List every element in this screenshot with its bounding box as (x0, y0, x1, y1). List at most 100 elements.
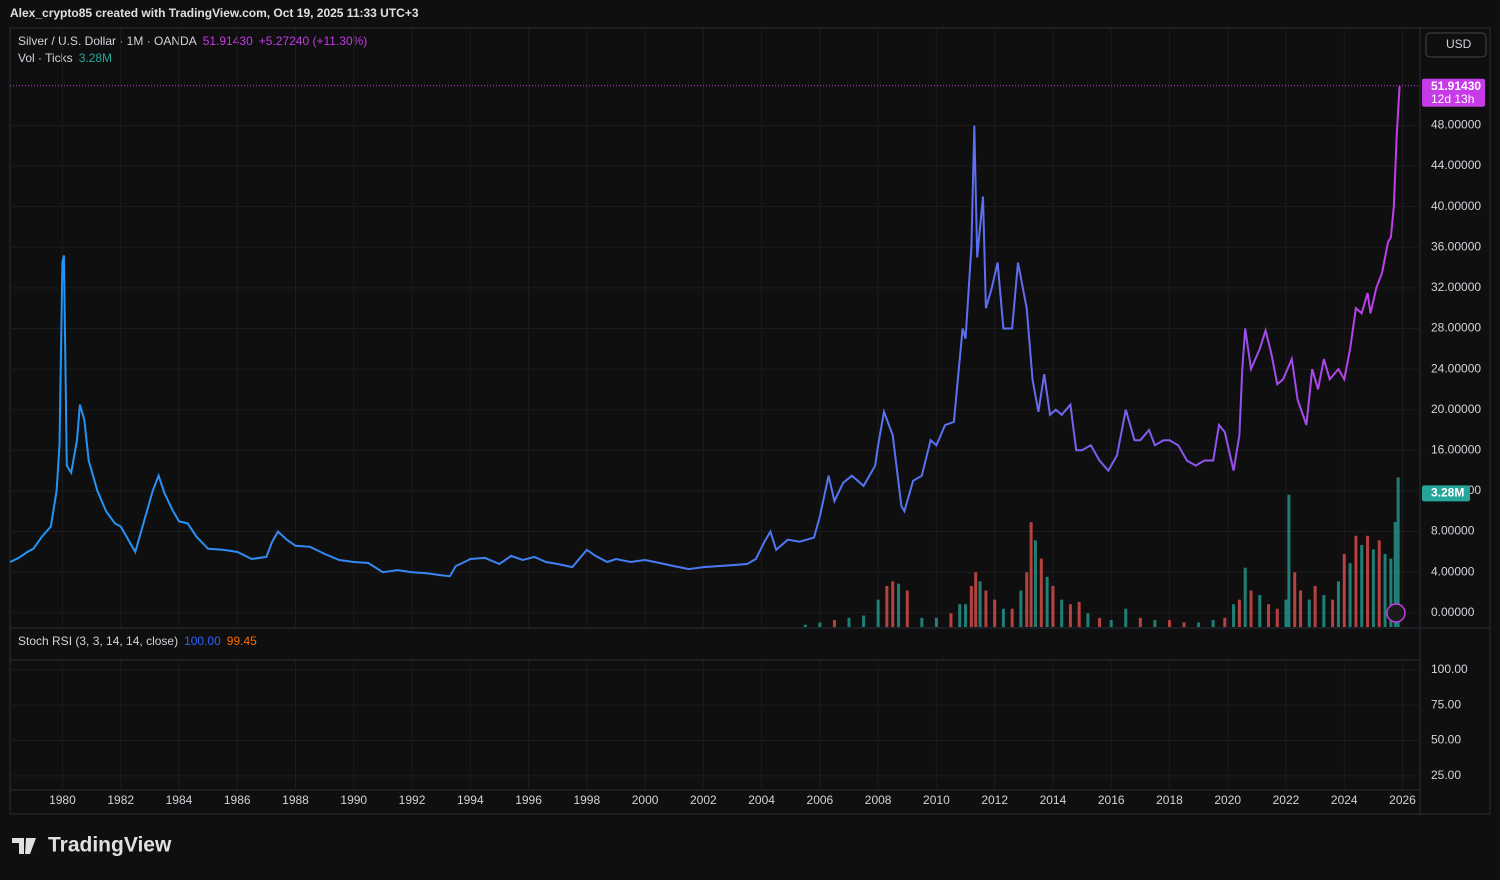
stoch-d: 99.45 (227, 634, 257, 648)
x-tick-label: 1994 (457, 793, 484, 807)
x-tick-label: 2024 (1331, 793, 1358, 807)
x-tick-label: 1984 (166, 793, 193, 807)
x-tick-label: 1996 (515, 793, 542, 807)
volume-bar (1313, 585, 1317, 627)
price-line (9, 85, 1401, 578)
volume-bar (1342, 554, 1346, 627)
price-badge-value: 51.91430 (1431, 79, 1481, 93)
x-tick-label: 2002 (690, 793, 717, 807)
volume-legend: Vol · Ticks 3.28M (18, 51, 112, 65)
volume-bar (1383, 554, 1387, 627)
y-tick-label: 36.00000 (1431, 239, 1481, 253)
y-tick-label: 4.00000 (1431, 564, 1475, 578)
volume-bar (993, 599, 997, 627)
volume-bar (1293, 572, 1297, 627)
x-tick-label: 1986 (224, 793, 251, 807)
volume-bar (1077, 601, 1081, 627)
volume-bar (1348, 563, 1352, 627)
volume-bar (1232, 604, 1236, 627)
volume-bar (1287, 494, 1291, 627)
x-tick-label: 2010 (923, 793, 950, 807)
volume-bar (1019, 590, 1023, 627)
volume-bar (832, 620, 836, 627)
volume-bar (1237, 599, 1241, 627)
volume-bar (920, 617, 924, 627)
volume-bar (847, 617, 851, 627)
volume-bar (1243, 567, 1247, 627)
volume-bar (934, 617, 938, 627)
volume-bar (1336, 581, 1340, 627)
logo-icon (12, 838, 36, 854)
volume-bar (1258, 595, 1262, 627)
volume-bar (1001, 608, 1005, 627)
y-tick-label: 40.00000 (1431, 199, 1481, 213)
y-tick-label: 28.00000 (1431, 321, 1481, 335)
volume-bar (803, 624, 807, 627)
stoch-k: 100.00 (184, 634, 221, 648)
volume-bar (949, 613, 953, 627)
legend: Silver / U.S. Dollar · 1M · OANDA 51.9143… (18, 34, 367, 48)
x-tick-label: 1992 (399, 793, 426, 807)
volume-bar (1086, 613, 1090, 627)
volume-bar (964, 604, 968, 627)
y-tick-label: 48.00000 (1431, 118, 1481, 132)
volume-bar (1389, 558, 1393, 627)
y-tick-label: 25.00 (1431, 768, 1461, 782)
volume-bar (1167, 620, 1171, 627)
volume-bar (897, 583, 901, 627)
volume-bar (958, 604, 962, 627)
y-tick-label: 20.00000 (1431, 402, 1481, 416)
volume-bar (1223, 617, 1227, 627)
x-tick-label: 2026 (1389, 793, 1416, 807)
volume-bar (1249, 590, 1253, 627)
x-tick-label: 2008 (865, 793, 892, 807)
volume-bar (1182, 622, 1186, 627)
y-tick-label: 100.00 (1431, 662, 1468, 676)
volume-bar (891, 581, 895, 627)
symbol-title: Silver / U.S. Dollar · 1M · OANDA (18, 34, 197, 48)
volume-bar (1331, 599, 1335, 627)
volume-title: Vol · Ticks (18, 51, 73, 65)
volume-bar (1124, 608, 1128, 627)
volume-bar (885, 585, 889, 627)
currency-button[interactable] (1425, 32, 1487, 58)
volume-bar (1060, 599, 1064, 627)
y-tick-label: 44.00000 (1431, 158, 1481, 172)
change: +5.27240 (+11.30%) (259, 34, 368, 48)
y-tick-label: 8.00000 (1431, 524, 1475, 538)
price-badge (1422, 78, 1485, 107)
volume-bar (905, 590, 909, 627)
volume-bar (1393, 522, 1397, 627)
currency-label[interactable]: USD (1446, 37, 1472, 51)
volume-badge-value: 3.28M (1431, 486, 1464, 500)
x-tick-label: 2000 (632, 793, 659, 807)
x-tick-label: 2020 (1214, 793, 1241, 807)
last-value: 51.91430 (203, 34, 253, 48)
x-tick-label: 2022 (1273, 793, 1300, 807)
volume-bar (862, 615, 866, 627)
y-tick-label: 75.00 (1431, 697, 1461, 711)
x-tick-label: 2006 (807, 793, 834, 807)
volume-bar (1068, 604, 1072, 627)
volume-value: 3.28M (79, 51, 112, 65)
volume-bar (1275, 608, 1279, 627)
x-tick-label: 2012 (981, 793, 1008, 807)
x-tick-label: 1982 (107, 793, 134, 807)
volume-bar (1307, 599, 1311, 627)
volume-bar (978, 581, 982, 627)
header: Alex_crypto85 created with TradingView.c… (10, 6, 419, 20)
x-tick-label: 2014 (1040, 793, 1067, 807)
y-tick-label: 16.00000 (1431, 443, 1481, 457)
volume-bar (1299, 590, 1303, 627)
volume-bar (1354, 535, 1358, 627)
volume-bar (1109, 620, 1113, 627)
volume-bar (1039, 558, 1043, 627)
volume-bar (1051, 585, 1055, 627)
volume-bar (876, 599, 880, 627)
x-tick-label: 1980 (49, 793, 76, 807)
y-tick-label: 50.00 (1431, 733, 1461, 747)
x-tick-label: 2004 (748, 793, 775, 807)
price-badge-countdown: 12d 13h (1431, 92, 1474, 106)
